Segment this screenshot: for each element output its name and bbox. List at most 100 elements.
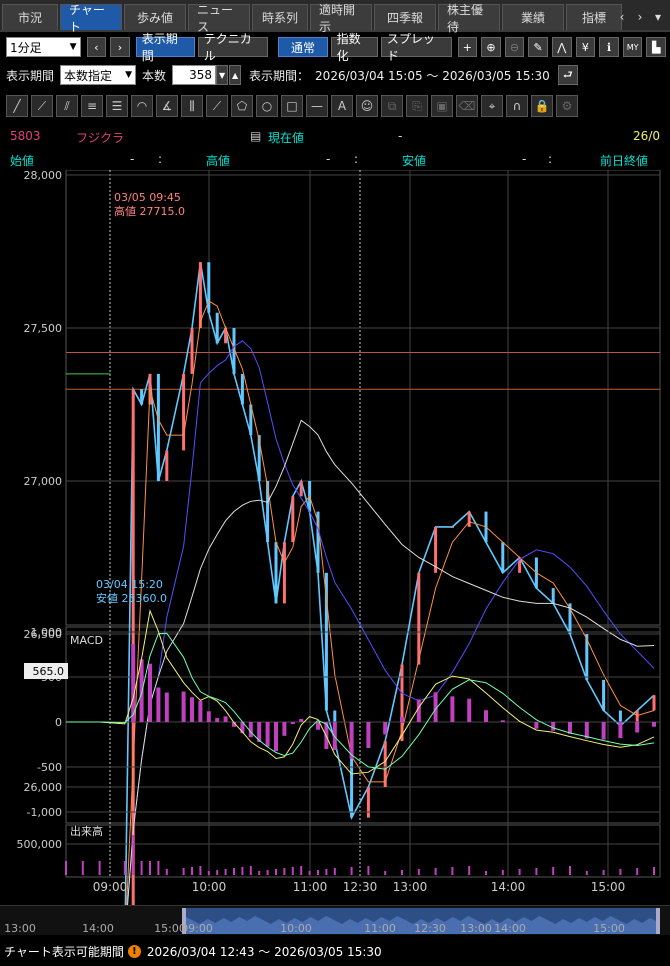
candlestick [618,710,622,726]
period-button[interactable]: 表示期間 [135,32,195,63]
my-chart-button[interactable]: MY [622,37,643,57]
volume-bar [207,871,210,875]
zoom-in-button[interactable]: ⊕ [481,37,501,57]
cycle-tool-icon[interactable]: ⫼ [181,95,203,117]
candlestick [635,710,639,726]
chart-area[interactable]: 28,00027,50027,00026,50026,00025,50003/0… [0,169,670,954]
candlestick [156,373,160,481]
pencil-icon: ✎ [533,40,543,54]
arc-tool-icon[interactable]: ∡ [156,95,178,117]
volume-bar [199,866,202,875]
time-tick-label: 12:30 [343,880,378,894]
count-down-button[interactable]: ▼ [216,65,229,85]
pitchfork-tool-icon[interactable]: ⟋ [206,95,228,117]
grid-tool-icon[interactable]: ☰ [106,95,128,117]
horizontal-line-icon[interactable]: — [306,95,328,117]
drawing-toolbar: ╱ ⟋ ⫽ ≡ ☰ ◠ ∡ ⫼ ⟋ ⬠ ○ □ — A ☺ ⧉ ⎘ ▣ ⌫ ⌖ ∩ 🔒 ⚙ [0,93,670,119]
count-up-button[interactable]: ▲ [229,65,242,85]
interval-select[interactable]: 1分足 ▼ [6,37,81,57]
bar-chart-icon: ▙ [651,40,661,54]
overview-navigator[interactable]: 13:00 14:00 15:00 09:00 10:00 11:00 12:30 13:00… [0,905,670,935]
chevron-down-icon: ▼ [69,42,77,52]
volume-bar [535,868,538,875]
crosshair-button[interactable]: + [457,37,478,57]
tab-3[interactable]: ニュース [188,3,250,34]
candlestick [518,557,522,573]
yen-button[interactable]: ¥ [575,37,596,57]
candlestick [450,526,454,528]
macd-histogram-bar [290,722,295,725]
tab-4[interactable]: 時系列 [252,4,308,30]
circle-tool-icon[interactable]: ○ [256,95,278,117]
chevron-right-icon[interactable]: › [637,10,643,24]
icon-tool-icon[interactable]: ☺ [356,95,378,117]
prev-button[interactable]: ‹ [86,37,107,57]
spread-button[interactable]: スプレッド [380,32,452,63]
volume-bar [258,871,261,875]
normal-button[interactable]: 通常 [278,37,328,57]
period-mode-select[interactable]: 本数指定 ▼ [60,65,137,85]
chevron-down-icon[interactable]: ▾ [654,10,662,24]
candlestick [215,312,219,344]
macd-histogram-bar [139,659,144,722]
volume-bar [241,867,244,875]
paste-icon[interactable]: ⎘ [406,95,428,117]
pin-icon[interactable]: ⌖ [481,95,503,117]
bar-chart-button[interactable]: ▙ [646,37,666,57]
tab-1[interactable]: チャート [60,3,122,34]
lines-tool-icon[interactable]: ≡ [81,95,103,117]
rectangle-tool-icon[interactable]: □ [281,95,303,117]
pentagon-tool-icon[interactable]: ⬠ [231,95,253,117]
volume-bar [216,870,219,875]
macd-histogram-bar [198,700,203,722]
count-label: 本数 [142,68,167,83]
tab-9[interactable]: 指標 [566,4,622,30]
range-value: 2026/03/04 15:05 ～ 2026/03/05 15:30 [315,68,550,83]
info-button[interactable]: ℹ [599,37,619,57]
settings-icon[interactable]: ⚙ [556,95,578,117]
draw-button[interactable]: ✎ [528,37,548,57]
next-button[interactable]: › [110,37,130,57]
chart-canvas[interactable]: 28,00027,50027,00026,50026,00025,50003/0… [0,169,670,954]
chevron-left-icon[interactable]: ‹ [619,10,625,24]
text-tool-icon[interactable]: A [331,95,353,117]
zoom-out-button[interactable]: ⊖ [504,37,525,57]
candlestick [249,404,253,436]
eraser-icon[interactable]: ⌫ [456,95,478,117]
technical-button[interactable]: テクニカル [197,32,269,63]
open-label: 始値 [10,154,35,168]
volume-bar [602,870,605,875]
candlestick [190,328,194,374]
line-tool-icon[interactable]: ╱ [6,95,28,117]
lock-icon[interactable]: 🔒 [531,95,553,117]
tab-2[interactable]: 歩み値 [124,4,186,30]
plus-icon: + [462,40,472,54]
tab-7[interactable]: 株主優待 [438,3,500,34]
tab-8[interactable]: 業績 [502,4,564,30]
tab-0[interactable]: 市況 [2,4,58,30]
tab-5[interactable]: 適時開示 [310,3,372,34]
low-annotation-time: 03/04 15:20 [96,578,163,591]
macd-histogram-bar [601,722,606,740]
fan-tool-icon[interactable]: ◠ [131,95,153,117]
volume-bar [233,868,235,875]
erase-icon[interactable]: ▣ [431,95,453,117]
chevron-left-icon: ‹ [94,40,99,54]
period-label: 表示期間 [6,68,55,83]
copy-icon[interactable]: ⧉ [381,95,403,117]
return-icon: ⮐ [562,67,573,81]
overview-tick-label: 13:00 [460,922,492,935]
quote-ohlc: 始値 - : 高値 - : 安値 - : 前日終値 [0,152,670,168]
count-input[interactable]: 358 [172,65,217,85]
tab-6[interactable]: 四季報 [374,4,436,30]
magnet-icon[interactable]: ∩ [506,95,528,117]
channel-tool-icon[interactable]: ⫽ [56,95,78,117]
chart-style-button[interactable]: ⋀ [551,37,572,57]
candlestick [299,481,303,497]
overview-tick-label: 09:00 [181,922,213,935]
my-icon: MY [626,42,639,52]
ruler-tool-icon[interactable]: ⟋ [31,95,53,117]
index-button[interactable]: 指数化 [330,32,378,63]
reset-period-button[interactable]: ⮐ [557,65,578,85]
